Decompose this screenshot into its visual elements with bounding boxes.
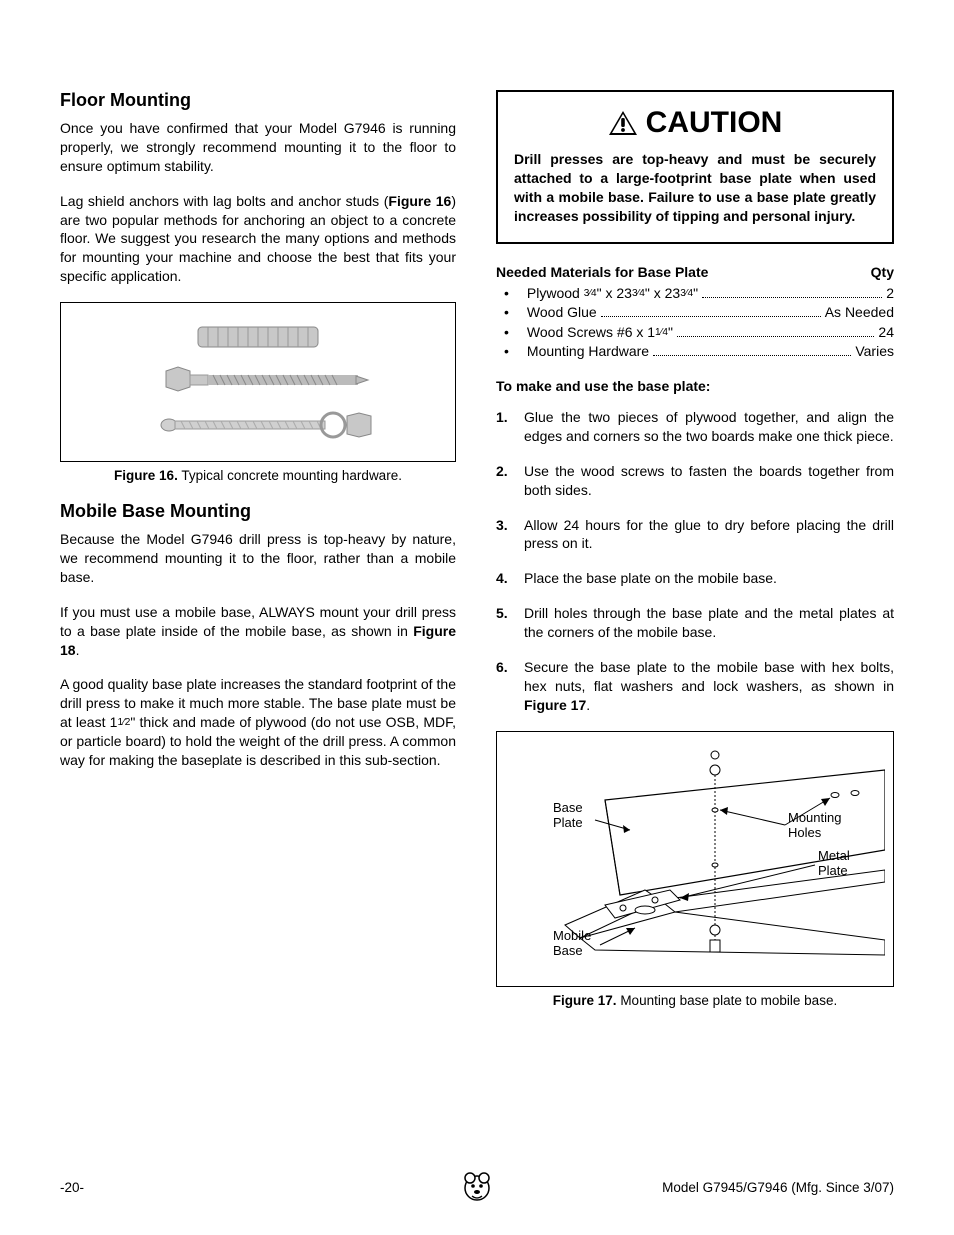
caution-title: CAUTION bbox=[514, 106, 876, 140]
base-plate-diagram: Base Plate Mounting Holes Metal Plate Mo… bbox=[505, 740, 885, 975]
footer-logo-icon bbox=[462, 1170, 492, 1205]
lag-bolt-icon bbox=[128, 365, 388, 395]
materials-list: • Plywood 3⁄4" x 233⁄4" x 233⁄4" 2 •Wood… bbox=[496, 284, 894, 362]
step-item: Allow 24 hours for the glue to dry befor… bbox=[496, 516, 894, 554]
step-item: Glue the two pieces of plywood together,… bbox=[496, 408, 894, 446]
svg-text:Mobile: Mobile bbox=[553, 928, 591, 943]
steps-heading: To make and use the base plate: bbox=[496, 378, 894, 394]
lag-shield-icon bbox=[143, 323, 373, 351]
svg-text:Metal: Metal bbox=[818, 848, 850, 863]
svg-text:Plate: Plate bbox=[818, 863, 848, 878]
svg-text:Base: Base bbox=[553, 800, 583, 815]
material-item: • Wood Screws #6 x 11⁄4" 24 bbox=[496, 323, 894, 343]
right-column: CAUTION Drill presses are top-heavy and … bbox=[496, 90, 894, 1026]
step-item: Drill holes through the base plate and t… bbox=[496, 604, 894, 642]
page-footer: -20- Model G7945/G7946 (Mfg. Since 3/07) bbox=[60, 1180, 894, 1195]
warning-triangle-icon bbox=[608, 110, 638, 136]
page-number: -20- bbox=[60, 1180, 84, 1195]
figure-16-box bbox=[60, 302, 456, 462]
material-item: • Plywood 3⁄4" x 233⁄4" x 233⁄4" 2 bbox=[496, 284, 894, 304]
step-item: Place the base plate on the mobile base. bbox=[496, 569, 894, 588]
anchor-stud-icon bbox=[123, 409, 393, 441]
mobile-base-para3: A good quality base plate increases the … bbox=[60, 675, 456, 769]
step-item: Secure the base plate to the mobile base… bbox=[496, 658, 894, 715]
mobile-base-para1: Because the Model G7946 drill press is t… bbox=[60, 530, 456, 587]
steps-list: Glue the two pieces of plywood together,… bbox=[496, 408, 894, 715]
svg-text:Plate: Plate bbox=[553, 815, 583, 830]
floor-mounting-para1: Once you have confirmed that your Model … bbox=[60, 119, 456, 176]
step-item: Use the wood screws to fasten the boards… bbox=[496, 462, 894, 500]
floor-mounting-heading: Floor Mounting bbox=[60, 90, 456, 111]
svg-text:Base: Base bbox=[553, 943, 583, 958]
model-info: Model G7945/G7946 (Mfg. Since 3/07) bbox=[662, 1180, 894, 1195]
material-item: •Mounting Hardware Varies bbox=[496, 342, 894, 362]
floor-mounting-para2: Lag shield anchors with lag bolts and an… bbox=[60, 192, 456, 286]
mobile-base-heading: Mobile Base Mounting bbox=[60, 501, 456, 522]
materials-header: Needed Materials for Base Plate Qty bbox=[496, 264, 894, 280]
material-item: •Wood Glue As Needed bbox=[496, 303, 894, 323]
mobile-base-para2: If you must use a mobile base, ALWAYS mo… bbox=[60, 603, 456, 660]
figure-17-caption: Figure 17. Mounting base plate to mobile… bbox=[496, 993, 894, 1008]
caution-text: Drill presses are top-heavy and must be … bbox=[514, 150, 876, 226]
svg-text:Mounting: Mounting bbox=[788, 810, 841, 825]
svg-text:Holes: Holes bbox=[788, 825, 822, 840]
caution-box: CAUTION Drill presses are top-heavy and … bbox=[496, 90, 894, 244]
left-column: Floor Mounting Once you have confirmed t… bbox=[60, 90, 456, 1026]
figure-17-box: Base Plate Mounting Holes Metal Plate Mo… bbox=[496, 731, 894, 987]
page-content: Floor Mounting Once you have confirmed t… bbox=[60, 90, 894, 1026]
figure-16-caption: Figure 16. Typical concrete mounting har… bbox=[60, 468, 456, 483]
